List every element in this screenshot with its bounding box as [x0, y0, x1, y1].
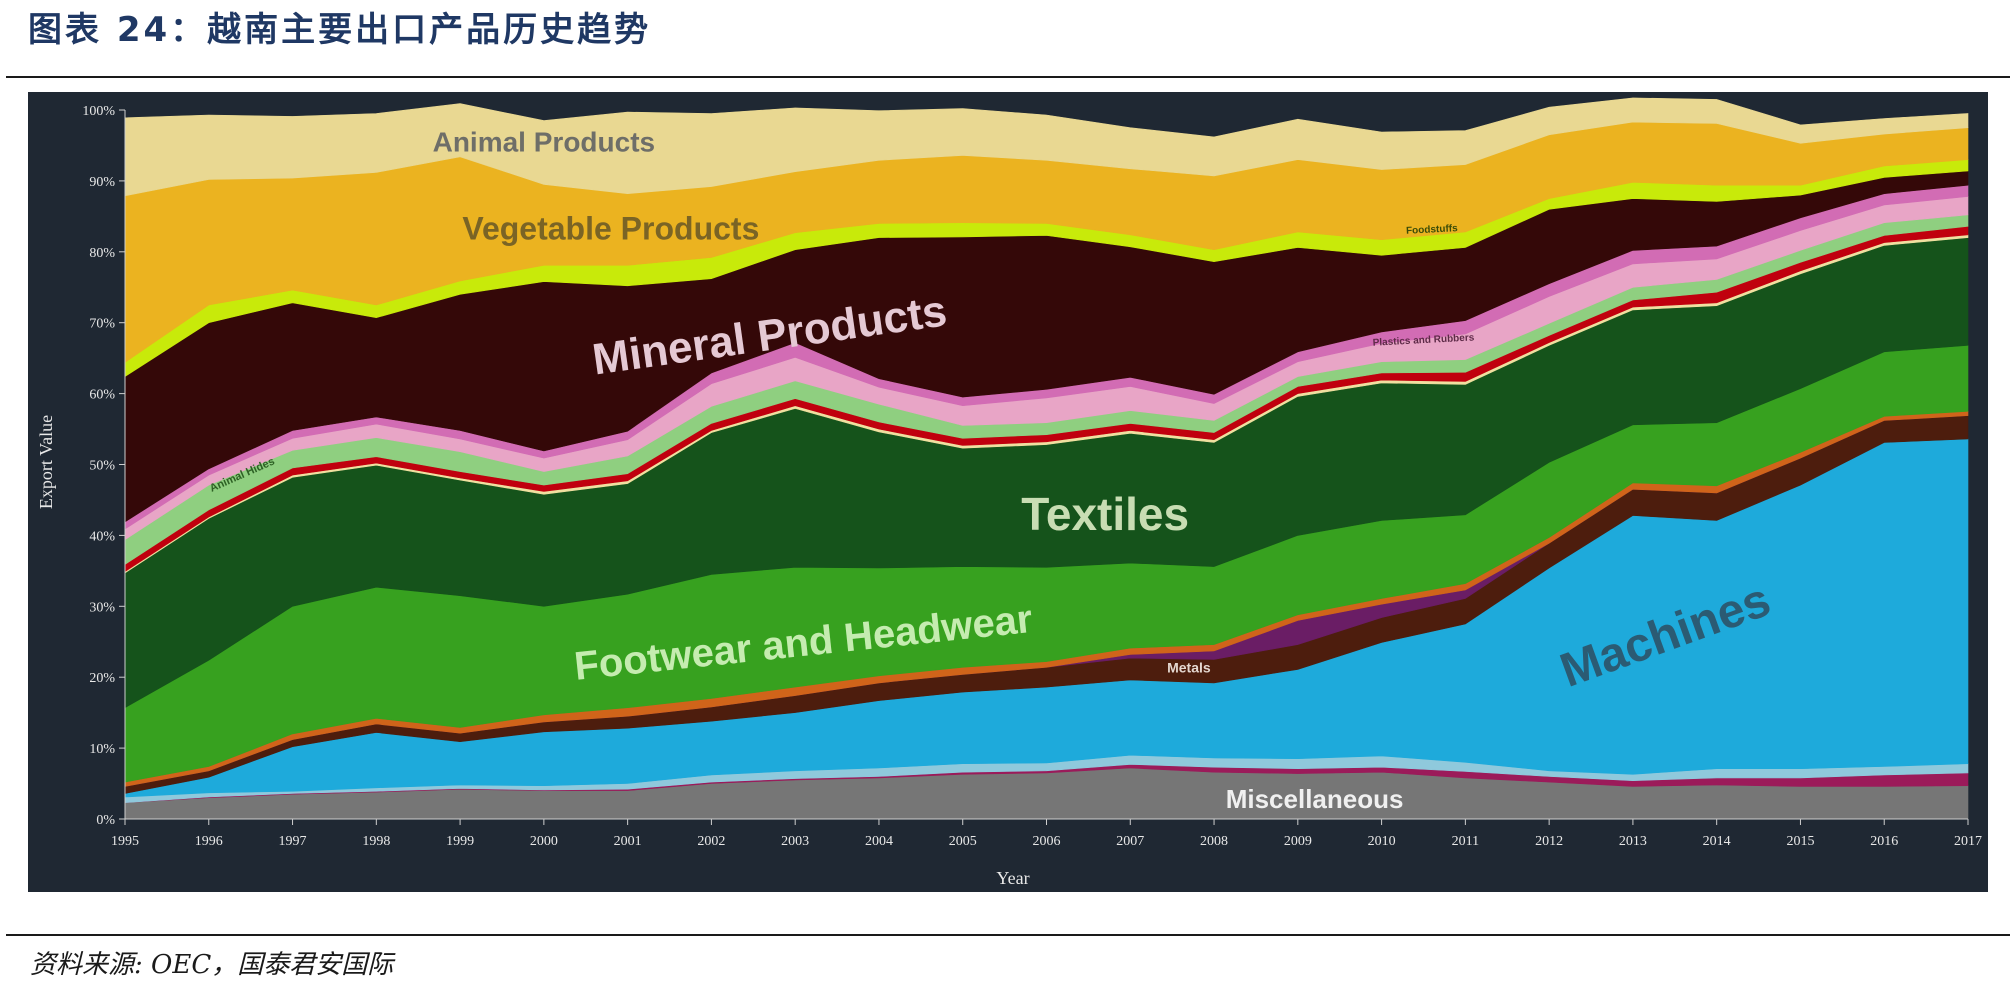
stacked-area-chart: 0%10%20%30%40%50%60%70%80%90%100% 1995 19… — [36, 97, 1982, 888]
annotation-animal-products: Animal Products — [433, 126, 655, 157]
x-tick-label: 2002 — [697, 834, 725, 849]
x-tick-label: 1998 — [362, 834, 390, 849]
annotation-foodstuffs: Foodstuffs — [1406, 223, 1459, 237]
y-tick-label: 40% — [89, 529, 115, 544]
x-tick-label: 1997 — [279, 834, 307, 849]
x-tick-label: 2007 — [1116, 834, 1144, 849]
x-tick-label: 2011 — [1452, 834, 1479, 849]
y-tick-label: 70% — [89, 317, 115, 332]
x-tick-label: 1999 — [446, 834, 474, 849]
x-axis: 1995 1996 1997 1998 1999 2000 2001 2002 2003 2004… — [111, 818, 1982, 849]
x-tick-label: 2017 — [1954, 834, 1982, 849]
x-axis-label: Year — [996, 868, 1029, 888]
x-tick-label: 2009 — [1284, 834, 1312, 849]
annotation-vegetable-products: Vegetable Products — [462, 211, 759, 247]
bottom-divider — [6, 934, 2010, 936]
figure-title: 图表 24：越南主要出口产品历史趋势 — [28, 10, 652, 50]
x-tick-label: 2008 — [1200, 834, 1228, 849]
source-note: 资料来源: OEC，国泰君安国际 — [30, 950, 394, 980]
annotation-miscellaneous: Miscellaneous — [1226, 784, 1404, 814]
x-tick-label: 2003 — [781, 834, 809, 849]
x-tick-label: 2010 — [1368, 834, 1396, 849]
x-tick-label: 2015 — [1786, 834, 1814, 849]
y-tick-label: 50% — [89, 459, 115, 474]
y-tick-label: 0% — [96, 813, 115, 828]
x-tick-label: 2012 — [1535, 834, 1563, 849]
top-divider — [6, 76, 2010, 78]
x-tick-label: 2014 — [1703, 834, 1731, 849]
y-tick-label: 10% — [89, 742, 115, 757]
annotation-plastics-and-rubbers: Plastics and Rubbers — [1372, 332, 1475, 348]
x-tick-label: 2016 — [1870, 834, 1898, 849]
x-tick-label: 2004 — [865, 834, 893, 849]
x-tick-label: 2005 — [949, 834, 977, 849]
chart-panel: 0% 10% 20% 30% 40% 50% 60% 70% 80% 90% 100% 1995 19… — [28, 92, 1988, 892]
x-tick-label: 1995 — [111, 834, 139, 849]
y-axis: 0% 10% 20% 30% 40% 50% 60% 70% 80% 90% 100% — [82, 104, 126, 828]
area-layers — [124, 97, 1969, 820]
x-tick-label: 2013 — [1619, 834, 1647, 849]
annotation-textiles: Textiles — [1021, 488, 1189, 540]
y-tick-label: 20% — [89, 671, 115, 686]
y-tick-label: 90% — [89, 175, 115, 190]
annotation-metals: Metals — [1167, 659, 1211, 675]
x-tick-label: 1996 — [195, 834, 223, 849]
y-tick-label: 60% — [89, 388, 115, 403]
y-tick-label: 100% — [82, 104, 115, 119]
area-animal — [124, 97, 1969, 197]
y-tick-label: 30% — [89, 600, 115, 615]
y-axis-label: Export Value — [36, 415, 56, 509]
y-tick-label: 80% — [89, 246, 115, 261]
x-tick-label: 2001 — [614, 834, 642, 849]
x-tick-label: 2000 — [530, 834, 558, 849]
x-tick-label: 2006 — [1033, 834, 1061, 849]
